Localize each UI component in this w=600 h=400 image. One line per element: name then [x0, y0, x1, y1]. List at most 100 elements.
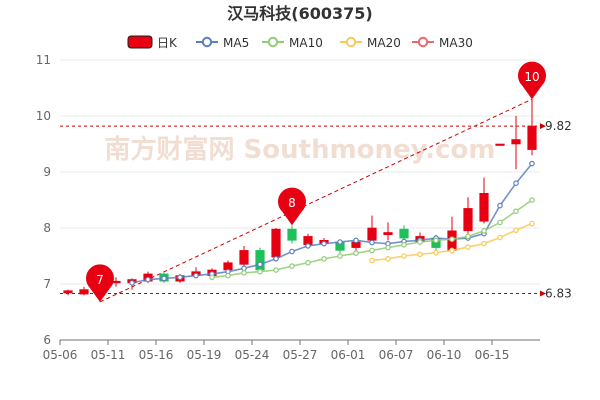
candle-body	[495, 143, 505, 146]
moving-averages	[129, 160, 535, 286]
legend-label: MA20	[367, 36, 401, 50]
legend-item-ma10[interactable]: MA10	[262, 36, 323, 50]
pin-marker: 8	[278, 187, 307, 226]
candle-body	[79, 289, 89, 295]
y-axis: 6 7 8 9 10 11	[36, 53, 51, 347]
series-point	[289, 248, 295, 255]
legend: 日K MA5 MA10 MA20 MA30	[127, 35, 473, 50]
series-point	[513, 208, 519, 215]
y-tick-label: 7	[43, 277, 51, 291]
series-point	[337, 253, 343, 259]
legend-label: MA5	[223, 36, 249, 50]
mark-line-label: 9.82	[545, 119, 572, 133]
series-point	[177, 274, 183, 281]
series-point	[529, 197, 535, 203]
series-point	[481, 240, 487, 247]
x-tick-label: 05-11	[91, 348, 126, 362]
candle[interactable]	[287, 225, 297, 244]
series-point	[513, 227, 519, 234]
candle[interactable]	[479, 177, 489, 224]
candle-body	[511, 139, 521, 145]
legend-dot-icon	[345, 36, 357, 48]
series-point	[433, 249, 439, 256]
series-point	[209, 274, 215, 281]
legend-dot-icon	[417, 36, 429, 48]
candle[interactable]	[383, 222, 393, 241]
x-tick-label: 06-07	[379, 348, 414, 362]
pin-icon	[86, 264, 115, 302]
x-tick-label: 05-19	[187, 348, 222, 362]
series-point	[513, 180, 519, 187]
pins: 7 8 10	[86, 61, 546, 302]
series-point	[289, 263, 295, 269]
candle[interactable]	[463, 197, 473, 234]
y-tick-label: 11	[36, 53, 51, 67]
y-tick-label: 9	[43, 165, 51, 179]
candle[interactable]	[367, 215, 377, 244]
candle[interactable]	[495, 143, 505, 146]
series-point	[305, 259, 311, 266]
candle[interactable]	[511, 116, 521, 170]
series-point	[241, 269, 247, 276]
series-point	[481, 228, 487, 234]
legend-dot-icon	[201, 36, 213, 48]
series-point	[353, 237, 359, 244]
series-point	[145, 276, 151, 283]
watermark-logo: 南方财富网 Southmoney.com	[105, 134, 496, 165]
legend-candle-icon	[127, 35, 153, 49]
series-point	[465, 244, 471, 250]
candle-body	[479, 192, 489, 222]
series-point	[385, 244, 391, 251]
candle-body	[383, 232, 393, 236]
candle[interactable]	[63, 289, 73, 296]
series-point	[497, 202, 503, 209]
candle[interactable]	[527, 99, 537, 156]
y-tick-label: 6	[43, 333, 51, 347]
series-point	[369, 247, 375, 254]
x-tick-label: 05-16	[139, 348, 174, 362]
series-point	[193, 272, 199, 279]
x-tick-label: 05-24	[235, 348, 270, 362]
series-point	[353, 250, 359, 257]
candle[interactable]	[79, 286, 89, 296]
series-ma5	[129, 160, 535, 286]
pin-label: 8	[288, 196, 296, 210]
legend-label: MA30	[439, 36, 473, 50]
x-axis: 05-06 05-11 05-16 05-19 05-24 05-27 06-01 06-07…	[43, 339, 540, 362]
mark-line-label: 6.83	[545, 287, 572, 301]
series-point	[433, 237, 439, 244]
legend-item-ma30[interactable]: MA30	[412, 36, 473, 50]
series-point	[241, 265, 247, 272]
legend-item-ma20[interactable]: MA20	[340, 36, 401, 50]
x-tick-label: 06-10	[427, 348, 462, 362]
candle-body	[271, 228, 281, 258]
series-point	[417, 251, 423, 258]
series-point	[257, 261, 263, 268]
legend-item-日k[interactable]: 日K	[127, 35, 178, 50]
trend-line-segment	[99, 98, 533, 303]
mark-line-arrow-icon	[540, 123, 546, 130]
series-point	[385, 255, 391, 262]
candle-body	[463, 208, 473, 232]
candle-body	[399, 228, 409, 239]
pin-marker: 10	[518, 61, 546, 100]
series-point	[465, 233, 471, 240]
series-point	[529, 160, 535, 167]
series-point	[257, 268, 263, 275]
series-point	[321, 240, 327, 247]
series-ma10	[209, 197, 535, 281]
series-point	[417, 239, 423, 245]
legend-item-ma5[interactable]: MA5	[196, 36, 249, 50]
series-point	[369, 239, 375, 246]
series-point	[401, 253, 407, 259]
series-point	[129, 280, 135, 286]
candle-body	[367, 227, 377, 241]
legend-label: 日K	[157, 36, 178, 50]
series-point	[449, 247, 455, 254]
series-point	[161, 275, 167, 282]
pin-icon	[278, 187, 307, 226]
series-point	[273, 267, 279, 273]
pin-label: 7	[96, 273, 104, 287]
series-point	[449, 236, 455, 243]
